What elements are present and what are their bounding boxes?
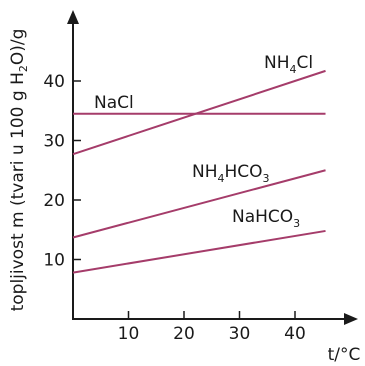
y-axis-label-subscript: 2 [17,65,30,72]
series-line [72,169,326,239]
series-line [72,229,326,274]
x-axis-arrow [344,313,358,325]
series-label-subscript: 4 [218,172,225,185]
y-tick-label: 10 [43,251,65,271]
series-lines [72,69,326,274]
series-label: NH4Cl [264,53,313,76]
x-tick-label: 30 [229,324,251,344]
series-label-subscript: 4 [290,63,297,76]
axis-ticks: 10 20 30 40 10 20 30 40 [43,72,305,344]
chart-axes [67,10,358,325]
y-axis-label: topljivost m (tvari u 100 g H2O)/g [8,29,30,312]
y-tick-label: 40 [43,72,65,92]
series-label-text: NH [264,53,290,73]
series-label: NH4HCO3 [192,162,270,185]
series-label-text: NH [192,162,218,182]
series-line [72,69,326,156]
series-label-text: NaCl [94,93,134,113]
series-label: NaHCO3 [232,207,300,230]
series-label-text: Cl [297,53,314,73]
x-tick-label: 10 [118,324,140,344]
series-label: NaCl [94,93,134,113]
x-tick-label: 40 [284,324,306,344]
series-label-text: NaHCO [232,207,293,227]
y-axis-label-tail: O)/g [8,29,28,66]
y-axis-label-main: topljivost m (tvari u 100 g H [8,72,28,311]
x-axis-label: t/°C [328,345,361,365]
y-tick-label: 20 [43,191,65,211]
series-label-subscript: 3 [293,217,300,230]
series-label-text: HCO [225,162,263,182]
y-tick-label: 30 [43,132,65,152]
series-label-subscript: 3 [263,172,270,185]
y-axis-arrow [67,10,79,24]
x-tick-label: 20 [173,324,195,344]
